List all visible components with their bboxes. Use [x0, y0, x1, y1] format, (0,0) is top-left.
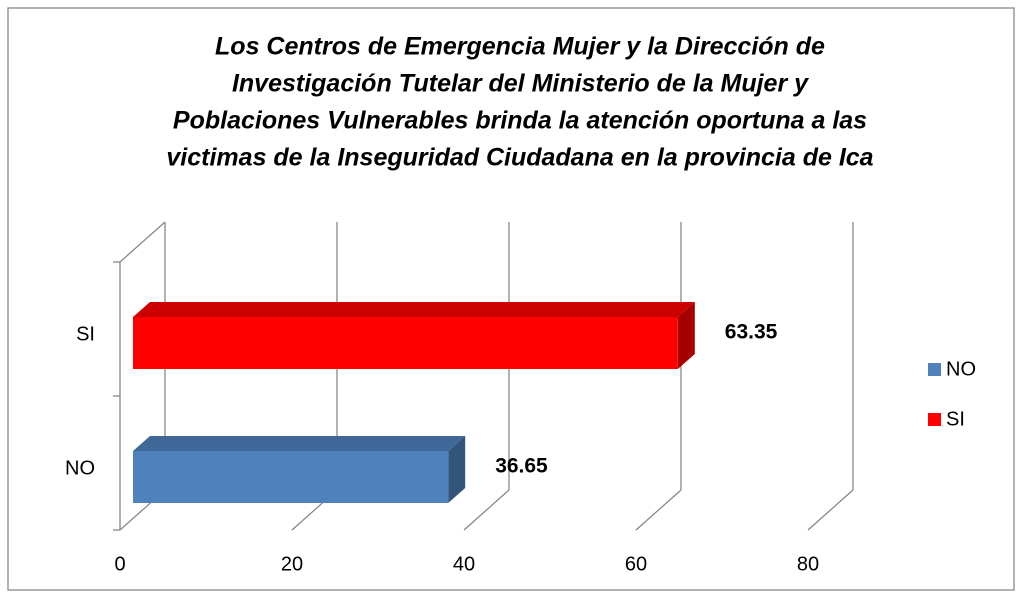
x-tick-label: 60: [625, 553, 647, 575]
y-tick-label: SI: [76, 323, 95, 345]
x-tick-label: 80: [797, 553, 819, 575]
chart-title: Investigación Tutelar del Ministerio de …: [232, 70, 809, 98]
bar: [133, 436, 466, 503]
x-tick-label: 0: [114, 553, 125, 575]
x-tick-label: 20: [281, 553, 303, 575]
floor-grid-line: [807, 489, 854, 531]
data-label: 63.35: [725, 321, 778, 344]
legend-label: SI: [946, 408, 965, 430]
bar-front: [133, 451, 449, 503]
legend-swatch: [928, 363, 941, 376]
x-tick-label: 40: [453, 553, 475, 575]
bar: [133, 302, 695, 369]
chart-title: Poblaciones Vulnerables brinda la atenci…: [173, 107, 867, 135]
bar-front: [133, 317, 678, 369]
floor-grid-line: [463, 489, 510, 531]
left-wall-top: [119, 221, 166, 263]
bar-top: [133, 302, 695, 317]
legend-label: NO: [946, 358, 976, 380]
floor-grid-line: [635, 489, 682, 531]
legend-swatch: [928, 413, 941, 426]
bar-side: [677, 302, 695, 369]
bar-side: [448, 436, 466, 503]
data-label: 36.65: [495, 455, 548, 478]
y-tick-label: NO: [65, 457, 95, 479]
bar-top: [133, 436, 466, 451]
chart-title: Los Centros de Emergencia Mujer y la Dir…: [215, 33, 825, 61]
chart-title: victimas de la Inseguridad Ciudadana en …: [166, 144, 873, 172]
